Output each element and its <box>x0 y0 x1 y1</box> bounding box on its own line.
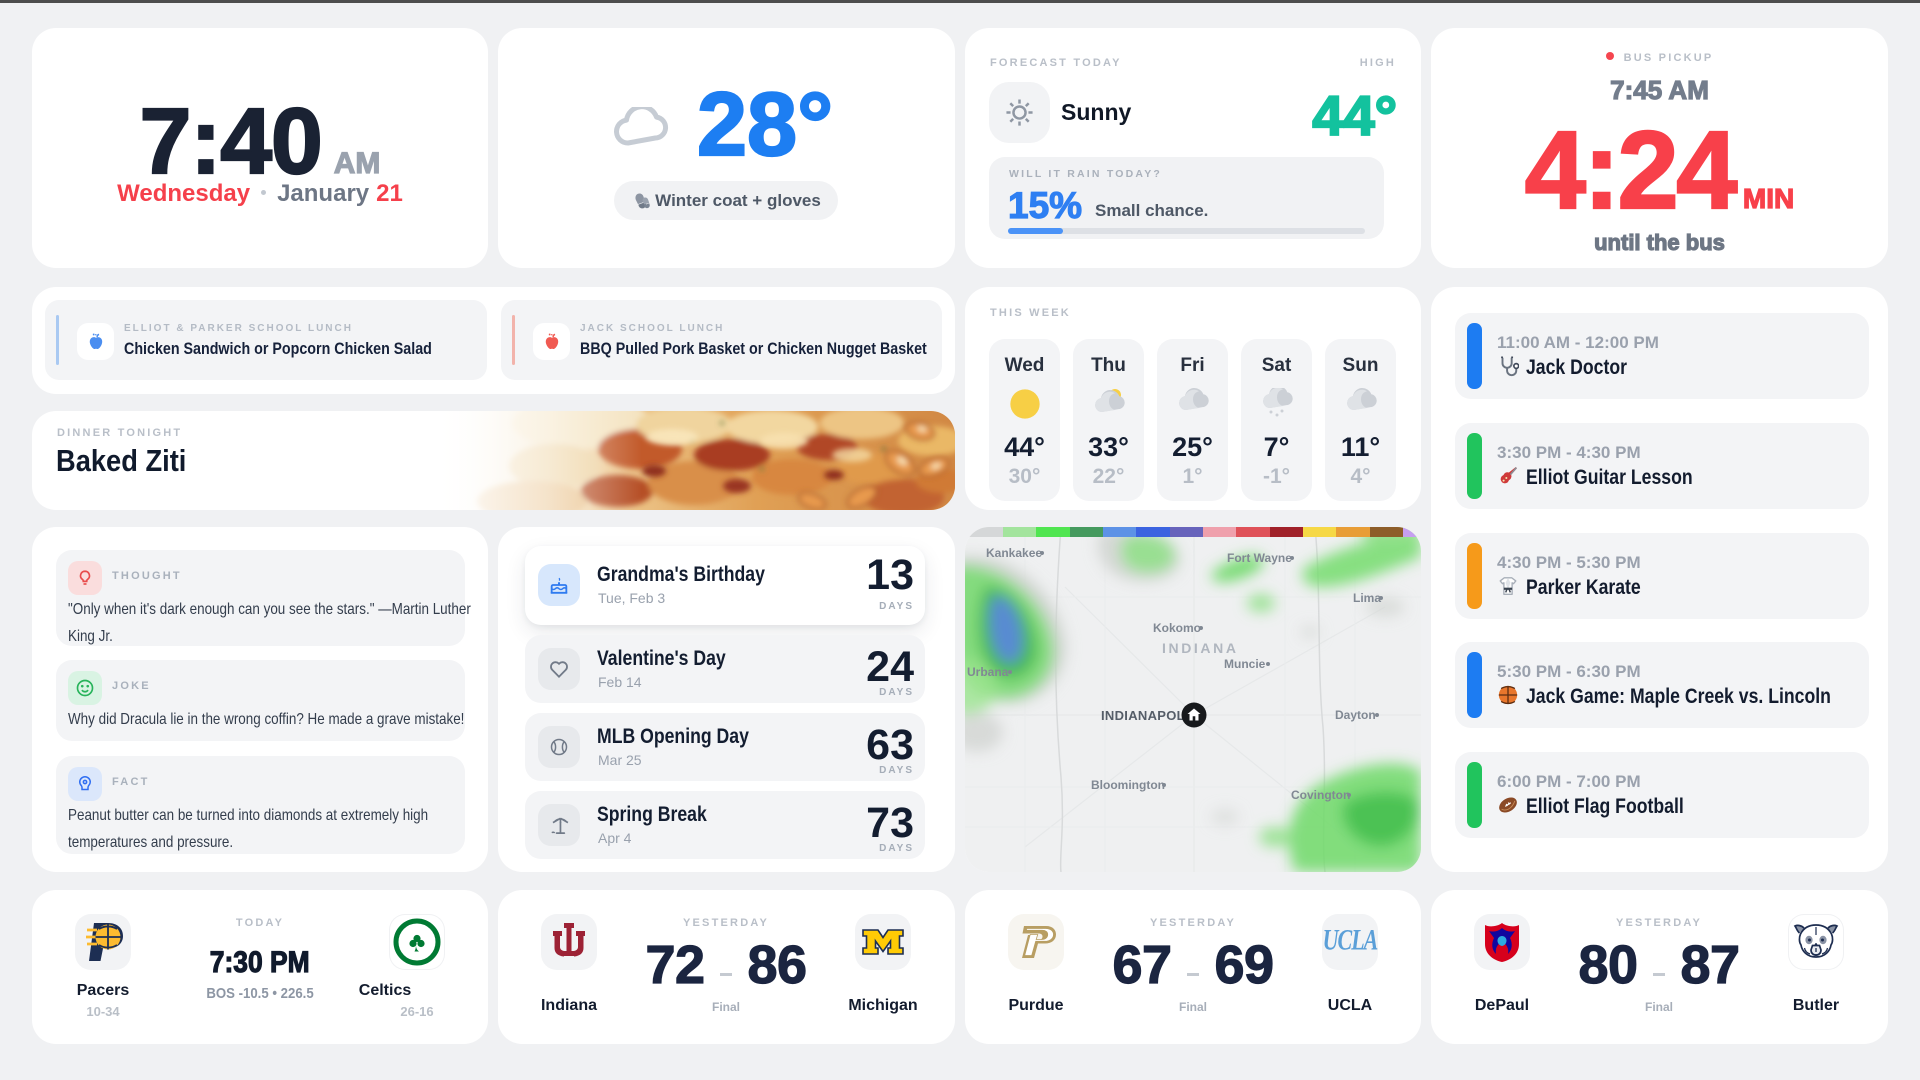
svg-text:Muncie: Muncie <box>1224 657 1266 671</box>
svg-text:Kokomo: Kokomo <box>1153 621 1201 635</box>
svg-text:Dayton: Dayton <box>1335 708 1376 722</box>
svg-text:INDIANAPOLIS: INDIANAPOLIS <box>1101 708 1198 723</box>
svg-text:Lima: Lima <box>1353 591 1381 605</box>
svg-text:Covington: Covington <box>1291 788 1350 802</box>
svg-text:Fort Wayne: Fort Wayne <box>1227 551 1292 565</box>
svg-text:Bloomington: Bloomington <box>1091 778 1165 792</box>
svg-text:INDIANA: INDIANA <box>1162 640 1239 656</box>
svg-text:Urbana: Urbana <box>967 665 1009 679</box>
svg-text:Kankakee: Kankakee <box>986 546 1042 560</box>
